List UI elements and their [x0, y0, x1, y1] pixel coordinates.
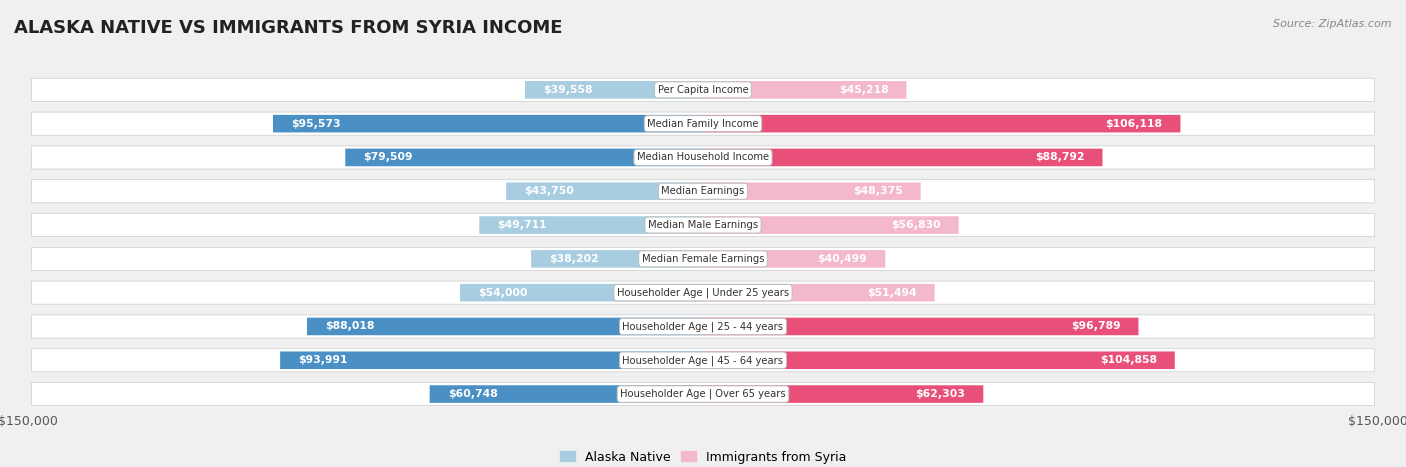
Text: Median Household Income: Median Household Income — [637, 152, 769, 163]
FancyBboxPatch shape — [31, 213, 1375, 237]
Text: $56,830: $56,830 — [891, 220, 941, 230]
FancyBboxPatch shape — [703, 183, 921, 200]
Text: $93,991: $93,991 — [298, 355, 347, 365]
Text: $43,750: $43,750 — [524, 186, 574, 196]
FancyBboxPatch shape — [346, 149, 703, 166]
Text: $54,000: $54,000 — [478, 288, 527, 297]
FancyBboxPatch shape — [31, 382, 1375, 406]
Text: Median Female Earnings: Median Female Earnings — [641, 254, 765, 264]
Text: Householder Age | Over 65 years: Householder Age | Over 65 years — [620, 389, 786, 399]
Text: $38,202: $38,202 — [550, 254, 599, 264]
Text: Median Family Income: Median Family Income — [647, 119, 759, 128]
FancyBboxPatch shape — [479, 216, 703, 234]
FancyBboxPatch shape — [703, 250, 886, 268]
FancyBboxPatch shape — [460, 284, 703, 301]
FancyBboxPatch shape — [31, 180, 1375, 203]
FancyBboxPatch shape — [531, 250, 703, 268]
FancyBboxPatch shape — [31, 281, 1375, 304]
FancyBboxPatch shape — [703, 115, 1181, 133]
Text: $88,018: $88,018 — [325, 321, 374, 332]
FancyBboxPatch shape — [31, 112, 1375, 135]
FancyBboxPatch shape — [524, 81, 703, 99]
Text: $95,573: $95,573 — [291, 119, 340, 128]
FancyBboxPatch shape — [31, 315, 1375, 338]
Text: Median Male Earnings: Median Male Earnings — [648, 220, 758, 230]
FancyBboxPatch shape — [703, 216, 959, 234]
Text: ALASKA NATIVE VS IMMIGRANTS FROM SYRIA INCOME: ALASKA NATIVE VS IMMIGRANTS FROM SYRIA I… — [14, 19, 562, 37]
Text: $49,711: $49,711 — [498, 220, 547, 230]
Text: Householder Age | 45 - 64 years: Householder Age | 45 - 64 years — [623, 355, 783, 366]
FancyBboxPatch shape — [31, 248, 1375, 270]
Text: $48,375: $48,375 — [853, 186, 903, 196]
Text: Per Capita Income: Per Capita Income — [658, 85, 748, 95]
Text: $40,499: $40,499 — [818, 254, 868, 264]
Text: $106,118: $106,118 — [1105, 119, 1163, 128]
FancyBboxPatch shape — [703, 149, 1102, 166]
FancyBboxPatch shape — [31, 78, 1375, 101]
Text: $51,494: $51,494 — [868, 288, 917, 297]
FancyBboxPatch shape — [703, 318, 1139, 335]
FancyBboxPatch shape — [307, 318, 703, 335]
FancyBboxPatch shape — [703, 352, 1175, 369]
Text: $104,858: $104,858 — [1099, 355, 1157, 365]
Text: $79,509: $79,509 — [363, 152, 413, 163]
Text: $62,303: $62,303 — [915, 389, 966, 399]
Legend: Alaska Native, Immigrants from Syria: Alaska Native, Immigrants from Syria — [555, 446, 851, 467]
Text: $96,789: $96,789 — [1071, 321, 1121, 332]
FancyBboxPatch shape — [280, 352, 703, 369]
FancyBboxPatch shape — [703, 81, 907, 99]
Text: Householder Age | Under 25 years: Householder Age | Under 25 years — [617, 287, 789, 298]
Text: Median Earnings: Median Earnings — [661, 186, 745, 196]
Text: $60,748: $60,748 — [447, 389, 498, 399]
Text: $39,558: $39,558 — [543, 85, 592, 95]
FancyBboxPatch shape — [31, 146, 1375, 169]
Text: Householder Age | 25 - 44 years: Householder Age | 25 - 44 years — [623, 321, 783, 332]
Text: $45,218: $45,218 — [839, 85, 889, 95]
FancyBboxPatch shape — [703, 284, 935, 301]
FancyBboxPatch shape — [703, 385, 983, 403]
FancyBboxPatch shape — [506, 183, 703, 200]
FancyBboxPatch shape — [430, 385, 703, 403]
FancyBboxPatch shape — [31, 349, 1375, 372]
FancyBboxPatch shape — [273, 115, 703, 133]
Text: $88,792: $88,792 — [1035, 152, 1084, 163]
Text: Source: ZipAtlas.com: Source: ZipAtlas.com — [1274, 19, 1392, 28]
